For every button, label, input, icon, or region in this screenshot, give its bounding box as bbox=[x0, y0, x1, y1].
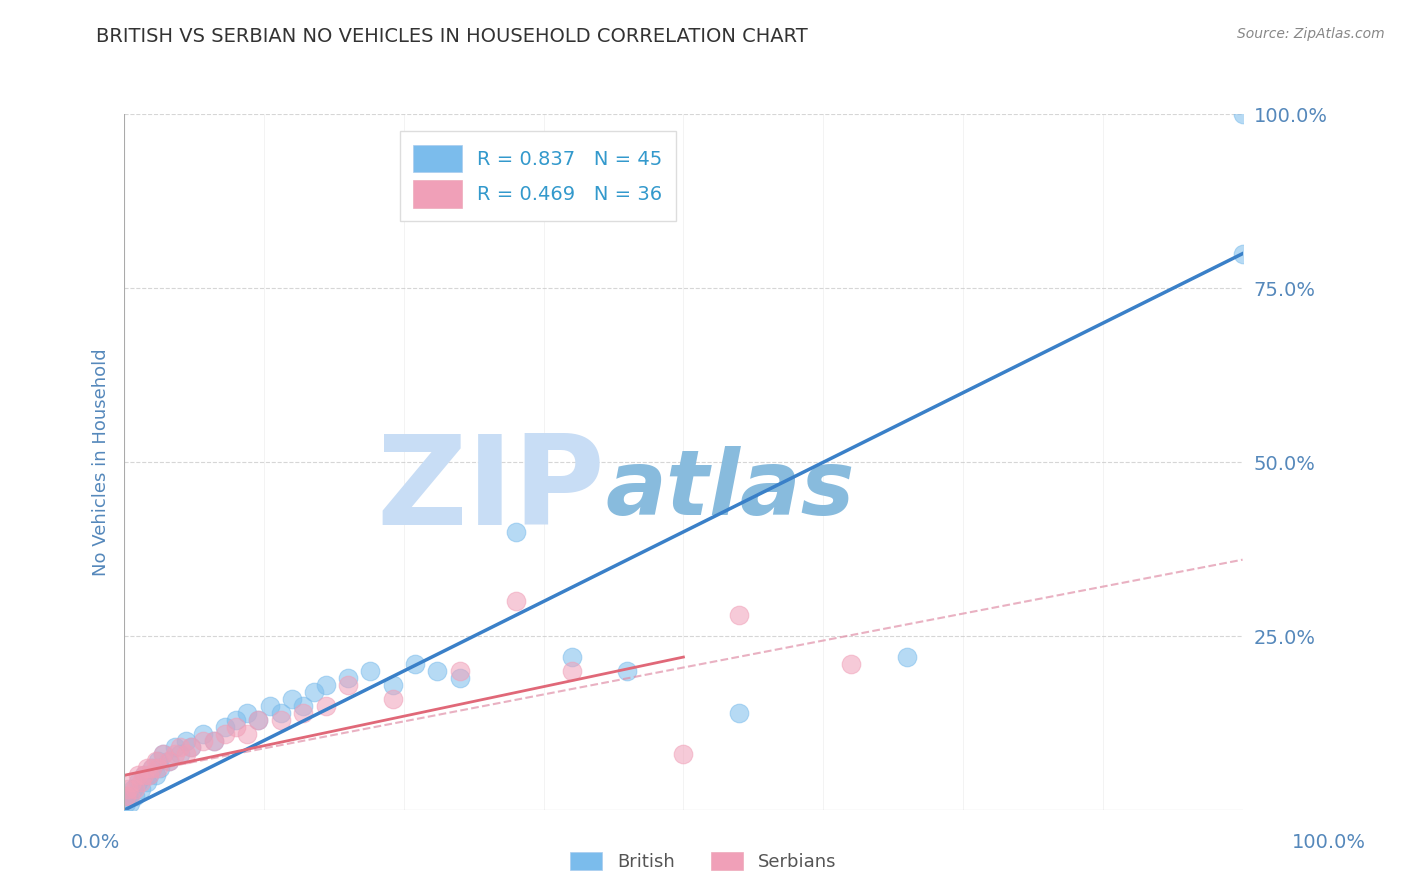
Point bbox=[127, 775, 149, 789]
Point bbox=[404, 657, 426, 671]
Point bbox=[169, 740, 191, 755]
Point bbox=[141, 761, 163, 775]
Point bbox=[127, 768, 149, 782]
Point bbox=[180, 740, 202, 755]
Point bbox=[202, 733, 225, 747]
Point bbox=[381, 678, 404, 692]
Text: 0.0%: 0.0% bbox=[70, 833, 121, 853]
Point bbox=[169, 747, 191, 762]
Legend: R = 0.837   N = 45, R = 0.469   N = 36: R = 0.837 N = 45, R = 0.469 N = 36 bbox=[399, 131, 676, 221]
Point bbox=[236, 706, 259, 720]
Point bbox=[134, 768, 156, 782]
Point bbox=[225, 713, 247, 727]
Point bbox=[1232, 246, 1254, 260]
Point bbox=[561, 650, 583, 665]
Point bbox=[672, 747, 695, 762]
Point bbox=[315, 678, 337, 692]
Point bbox=[449, 671, 471, 685]
Legend: British, Serbians: British, Serbians bbox=[562, 845, 844, 879]
Point bbox=[149, 761, 172, 775]
Point bbox=[146, 761, 169, 775]
Point bbox=[163, 747, 186, 762]
Point bbox=[141, 761, 163, 775]
Point bbox=[117, 789, 139, 804]
Point bbox=[121, 775, 143, 789]
Point bbox=[163, 740, 186, 755]
Point bbox=[152, 747, 174, 762]
Point bbox=[174, 747, 197, 762]
Point bbox=[174, 733, 197, 747]
Point bbox=[426, 664, 449, 678]
Point bbox=[236, 726, 259, 740]
Point bbox=[839, 657, 862, 671]
Point bbox=[616, 664, 638, 678]
Text: BRITISH VS SERBIAN NO VEHICLES IN HOUSEHOLD CORRELATION CHART: BRITISH VS SERBIAN NO VEHICLES IN HOUSEH… bbox=[96, 27, 807, 45]
Point bbox=[135, 761, 157, 775]
Point bbox=[214, 720, 236, 734]
Point bbox=[180, 740, 202, 755]
Point bbox=[561, 664, 583, 678]
Point bbox=[115, 796, 138, 810]
Point bbox=[191, 733, 214, 747]
Point bbox=[214, 726, 236, 740]
Point bbox=[270, 706, 292, 720]
Point bbox=[117, 782, 139, 797]
Point bbox=[146, 755, 169, 769]
Point bbox=[202, 733, 225, 747]
Point bbox=[292, 698, 315, 713]
Point bbox=[118, 796, 141, 810]
Point bbox=[505, 594, 527, 608]
Point bbox=[129, 775, 152, 789]
Point bbox=[122, 782, 145, 797]
Point bbox=[728, 706, 751, 720]
Point bbox=[292, 706, 315, 720]
Point bbox=[115, 789, 138, 804]
Point bbox=[145, 755, 167, 769]
Y-axis label: No Vehicles in Household: No Vehicles in Household bbox=[93, 349, 110, 576]
Point bbox=[138, 768, 160, 782]
Point bbox=[138, 768, 160, 782]
Point bbox=[129, 782, 152, 797]
Point bbox=[118, 789, 141, 804]
Point bbox=[134, 768, 156, 782]
Point bbox=[336, 678, 359, 692]
Point bbox=[152, 747, 174, 762]
Text: 100.0%: 100.0% bbox=[1292, 833, 1365, 853]
Point bbox=[505, 524, 527, 539]
Point bbox=[896, 650, 918, 665]
Point bbox=[124, 782, 146, 797]
Point bbox=[381, 691, 404, 706]
Text: ZIP: ZIP bbox=[377, 430, 605, 550]
Point bbox=[191, 726, 214, 740]
Text: Source: ZipAtlas.com: Source: ZipAtlas.com bbox=[1237, 27, 1385, 41]
Point bbox=[281, 691, 304, 706]
Point bbox=[157, 755, 180, 769]
Point bbox=[247, 713, 270, 727]
Point bbox=[336, 671, 359, 685]
Point bbox=[225, 720, 247, 734]
Point bbox=[1232, 107, 1254, 121]
Point bbox=[259, 698, 281, 713]
Point bbox=[270, 713, 292, 727]
Point bbox=[304, 685, 326, 699]
Point bbox=[124, 789, 146, 804]
Point bbox=[247, 713, 270, 727]
Point bbox=[135, 775, 157, 789]
Point bbox=[145, 768, 167, 782]
Point bbox=[157, 755, 180, 769]
Point bbox=[315, 698, 337, 713]
Text: atlas: atlas bbox=[605, 446, 855, 534]
Point bbox=[728, 608, 751, 623]
Point bbox=[449, 664, 471, 678]
Point bbox=[359, 664, 381, 678]
